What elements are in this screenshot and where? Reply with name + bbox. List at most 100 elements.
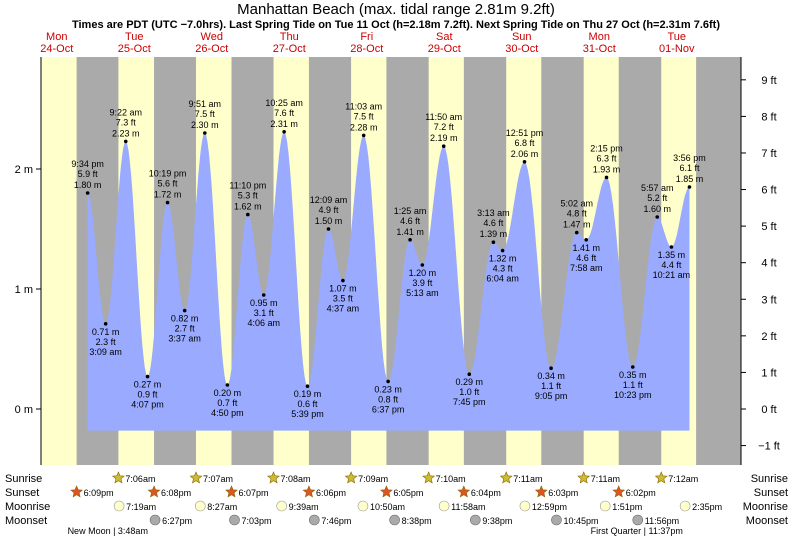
moonrise-icon — [599, 500, 611, 512]
right-tick-label: 3 ft — [761, 294, 776, 306]
tide-height-ft: 4.3 ft — [493, 264, 514, 274]
day-date: 29-Oct — [428, 43, 461, 55]
sunset-icon — [612, 485, 626, 498]
tide-height-ft: 5.9 ft — [78, 169, 99, 179]
tide-height-m: 0.20 m — [214, 388, 242, 398]
sunrise-time: 7:08am — [281, 474, 311, 484]
moonset-label-left: Moonset — [5, 515, 47, 527]
day-name: Thu — [280, 31, 299, 43]
tide-height-m: 1.47 m — [563, 220, 591, 230]
tide-height-ft: 1.1 ft — [541, 381, 562, 391]
tide-height-m: 0.23 m — [374, 384, 402, 394]
tide-time: 12:51 pm — [506, 128, 544, 138]
tide-point — [584, 238, 589, 242]
moonrise-time: 9:39am — [289, 502, 319, 512]
tide-height-ft: 7.2 ft — [434, 122, 455, 132]
moonrise-time: 10:50am — [370, 502, 405, 512]
sunset-icon — [302, 485, 316, 498]
sunrise-time: 7:12am — [668, 474, 698, 484]
day-date: 30-Oct — [505, 43, 538, 55]
day-date: 31-Oct — [583, 43, 616, 55]
moonset-time: 7:03pm — [242, 516, 272, 526]
tide-time: 3:37 am — [168, 334, 201, 344]
sunrise-icon — [499, 471, 513, 484]
sunrise-label-right: Sunrise — [751, 473, 788, 485]
tide-height-m: 0.34 m — [537, 371, 565, 381]
day-name: Sat — [436, 31, 453, 43]
left-tick-label: 0 m — [15, 404, 33, 416]
tide-time: 7:45 pm — [453, 397, 486, 407]
tide-height-ft: 6.3 ft — [597, 153, 618, 163]
tide-time: 10:25 am — [265, 98, 303, 108]
moonset-label-right: Moonset — [746, 515, 788, 527]
tide-height-m: 0.82 m — [171, 314, 199, 324]
tide-height-ft: 4.8 ft — [567, 209, 588, 219]
moonset-icon — [149, 514, 161, 526]
tide-height-ft: 7.3 ft — [116, 117, 137, 127]
sunset-time: 6:06pm — [316, 488, 346, 498]
sunrise-time: 7:11am — [591, 474, 620, 484]
sunset-icon — [379, 485, 393, 498]
moonset-icon — [389, 514, 400, 526]
tide-point — [441, 144, 446, 148]
tide-height-ft: 4.4 ft — [661, 260, 682, 270]
day-name: Fri — [360, 31, 373, 43]
sunset-label-left: Sunset — [5, 487, 39, 499]
tide-height-m: 0.27 m — [134, 380, 162, 390]
daylight-band — [41, 57, 77, 465]
tide-time: 12:09 am — [310, 195, 348, 205]
day-date: 24-Oct — [40, 43, 73, 55]
sunrise-icon — [111, 471, 125, 484]
moonset-time: 8:38pm — [402, 516, 432, 526]
tide-time: 5:02 am — [560, 199, 593, 209]
tide-height-m: 1.07 m — [329, 284, 357, 294]
sunrise-time: 7:09am — [358, 474, 388, 484]
tide-point — [655, 215, 660, 219]
sunrise-icon — [344, 471, 358, 484]
day-date: 28-Oct — [350, 43, 383, 55]
sunset-icon — [225, 485, 238, 498]
sunset-label-right: Sunset — [754, 487, 788, 499]
tide-height-m: 2.06 m — [511, 149, 539, 159]
tide-height-ft: 3.1 ft — [254, 308, 275, 318]
tide-height-ft: 5.3 ft — [238, 191, 259, 201]
right-tick-label: 4 ft — [761, 258, 776, 270]
sunset-time: 6:03pm — [548, 488, 578, 498]
moonrise-time: 7:19am — [126, 502, 156, 512]
tide-point — [361, 133, 366, 138]
tide-height-ft: 3.9 ft — [412, 278, 433, 288]
tide-height-ft: 7.5 ft — [195, 109, 216, 119]
tide-height-m: 1.35 m — [658, 250, 686, 260]
tide-point — [123, 139, 128, 144]
tide-height-m: 1.20 m — [409, 268, 437, 278]
moonrise-icon — [679, 500, 691, 512]
moonset-icon — [551, 514, 562, 526]
tide-time: 3:56 pm — [673, 153, 706, 163]
tide-point — [182, 308, 187, 313]
tide-height-ft: 2.3 ft — [96, 337, 117, 347]
tide-height-m: 0.19 m — [294, 389, 322, 399]
sunset-time: 6:09pm — [84, 488, 114, 498]
tide-point — [549, 366, 553, 371]
day-name: Tue — [667, 31, 686, 43]
tide-time: 6:04 am — [486, 274, 519, 284]
tide-time: 11:10 pm — [229, 181, 266, 191]
day-date: 27-Oct — [273, 43, 306, 55]
sunrise-time: 7:07am — [203, 474, 233, 484]
sunrise-label-left: Sunrise — [5, 473, 42, 485]
tide-height-ft: 6.1 ft — [679, 163, 700, 173]
tide-time: 3:09 am — [89, 347, 122, 357]
moonrise-time: 11:58am — [451, 502, 485, 512]
moonrise-label-right: Moonrise — [743, 501, 788, 513]
moonrise-time: 8:27am — [207, 502, 237, 512]
sunset-icon — [457, 485, 471, 498]
day-name: Wed — [201, 31, 223, 43]
tide-height-ft: 0.9 ft — [138, 390, 159, 400]
right-tick-label: 5 ft — [761, 221, 776, 233]
tide-time: 4:37 am — [327, 304, 360, 314]
moonrise-icon — [113, 500, 125, 512]
moonrise-icon — [194, 500, 206, 512]
tide-height-m: 1.85 m — [676, 174, 704, 184]
tide-point — [103, 322, 108, 326]
right-tick-label: 2 ft — [761, 331, 776, 343]
